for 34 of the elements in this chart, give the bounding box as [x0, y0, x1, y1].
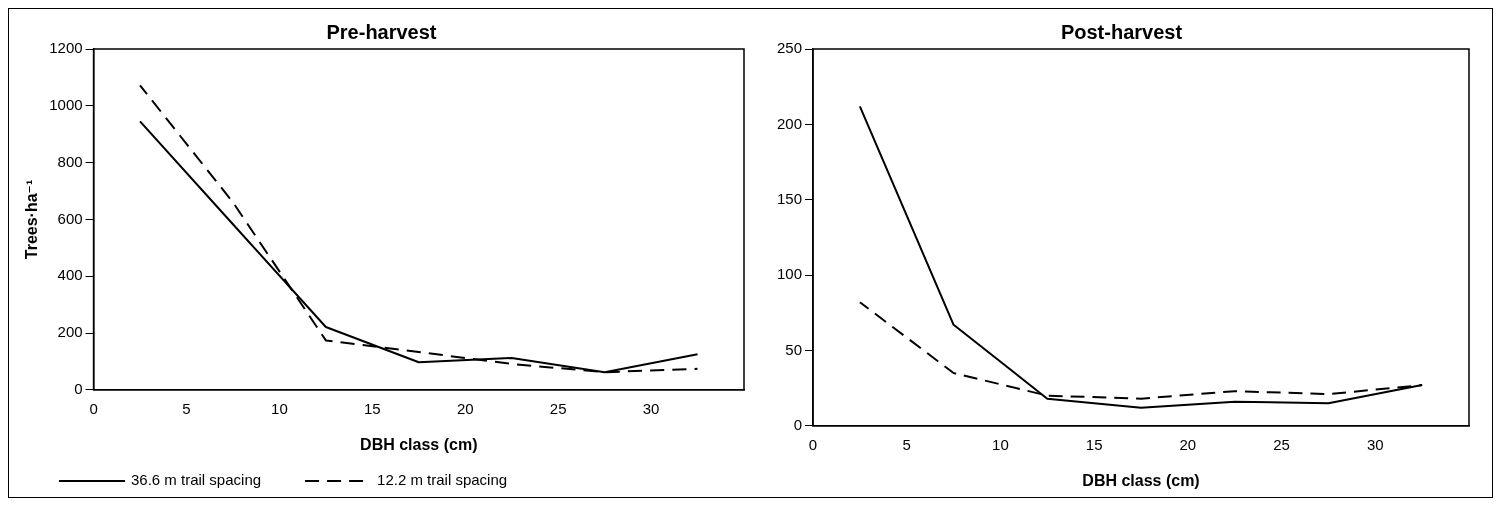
x-tick-label: 30: [642, 399, 660, 417]
x-axis-title: DBH class (cm): [1082, 471, 1200, 489]
x-tick-label: 5: [902, 435, 911, 453]
legend-label: 12.2 m trail spacing: [377, 471, 508, 489]
y-tick-label: 600: [57, 209, 83, 227]
x-tick-label: 10: [992, 435, 1009, 453]
x-tick-label: 0: [808, 435, 818, 453]
x-tick-label: 25: [1273, 435, 1290, 453]
x-tick-label: 25: [549, 399, 567, 417]
y-tick-label: 200: [777, 114, 803, 132]
x-tick-label: 5: [182, 399, 191, 417]
y-tick-label: 1200: [49, 39, 83, 57]
x-tick-label: 10: [271, 399, 288, 417]
y-tick-label: 150: [777, 189, 803, 207]
y-tick-label: 0: [793, 415, 803, 433]
y-tick-label: 800: [57, 152, 83, 170]
chart-title: Pre-harvest: [326, 20, 437, 43]
x-tick-label: 0: [89, 399, 98, 417]
y-tick-label: 1000: [49, 95, 83, 113]
y-tick-label: 250: [777, 39, 803, 57]
x-axis-title: DBH class (cm): [360, 435, 478, 453]
y-tick-label: 400: [57, 266, 83, 284]
y-axis-title: Trees·ha⁻¹: [23, 179, 41, 260]
x-tick-label: 20: [456, 399, 474, 417]
x-tick-label: 30: [1366, 435, 1384, 453]
x-tick-label: 20: [1179, 435, 1197, 453]
y-tick-label: 100: [777, 265, 803, 283]
y-tick-label: 50: [785, 340, 803, 358]
y-tick-label: 200: [57, 323, 83, 341]
legend-label: 36.6 m trail spacing: [131, 471, 262, 489]
y-tick-label: 0: [74, 379, 83, 397]
x-tick-label: 15: [1085, 435, 1103, 453]
x-tick-label: 15: [363, 399, 381, 417]
chart-title: Post-harvest: [1060, 20, 1183, 43]
